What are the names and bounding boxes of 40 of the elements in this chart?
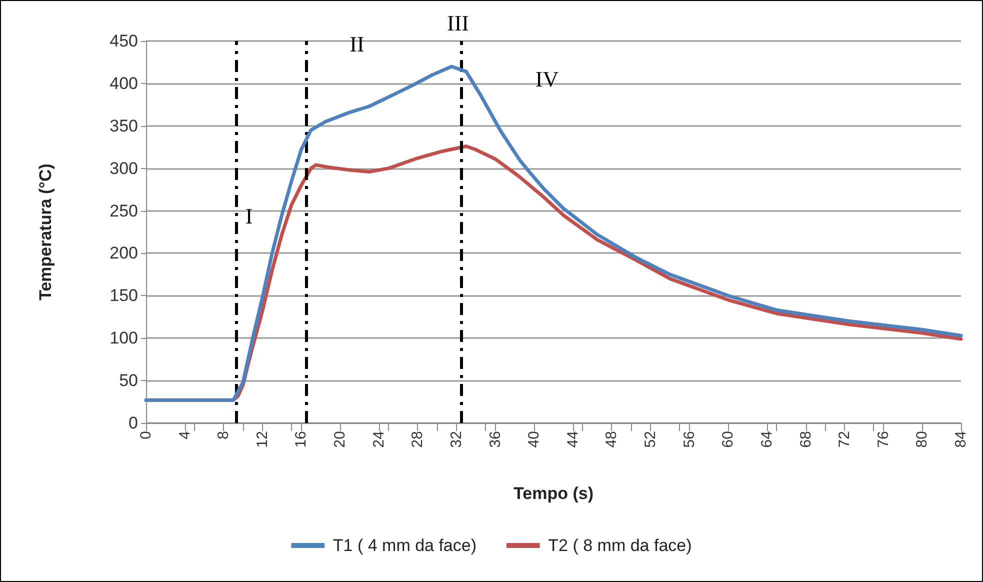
x-tick-label: 52 [642,431,660,448]
y-axis-title: Temperatura (°C) [36,164,55,300]
x-axis-title: Tempo (s) [514,484,594,503]
x-tick-label: 56 [680,431,698,448]
y-tick-label: 100 [110,328,138,348]
x-tick-label: 68 [797,431,814,448]
y-tick-label: 400 [110,74,138,93]
x-tick-label: 84 [952,431,970,448]
x-tick-label: 16 [292,431,310,448]
x-tick-label: 8 [215,431,232,440]
x-tick-label: 76 [874,431,892,448]
annotation: IV [535,66,559,92]
x-tick-label: 64 [758,431,776,448]
y-tick-label: 50 [119,371,138,390]
x-tick-label: 36 [486,431,504,448]
y-tick-label: 150 [110,286,138,306]
y-tick-label: 250 [110,201,138,220]
y-tick-label: 350 [110,116,138,136]
legend-label: T2 ( 8 mm da face) [548,536,692,555]
annotation: II [350,32,364,56]
legend-label: T1 ( 4 mm da face) [332,536,477,555]
x-tick-label: 20 [332,431,349,448]
x-tick-label: 72 [836,431,854,448]
x-tick-label: 60 [720,431,737,448]
y-tick-label: 450 [110,32,138,50]
x-tick-label: 28 [409,431,426,448]
x-tick-label: 32 [448,431,465,448]
y-tick-label: 300 [110,158,138,178]
x-tick-label: 40 [526,431,543,448]
line-series [144,64,963,402]
annotation: I [245,204,253,228]
y-tick-label: 200 [110,244,138,263]
x-tick-label: 24 [370,431,388,448]
x-tick-label: 12 [254,431,271,448]
x-tick-label: 0 [138,431,154,440]
x-tick-label: 44 [564,431,582,448]
x-tick-label: 48 [603,431,620,448]
text: III [447,10,469,36]
x-tick-label: 80 [914,431,931,448]
x-tick-label: 4 [176,431,194,440]
